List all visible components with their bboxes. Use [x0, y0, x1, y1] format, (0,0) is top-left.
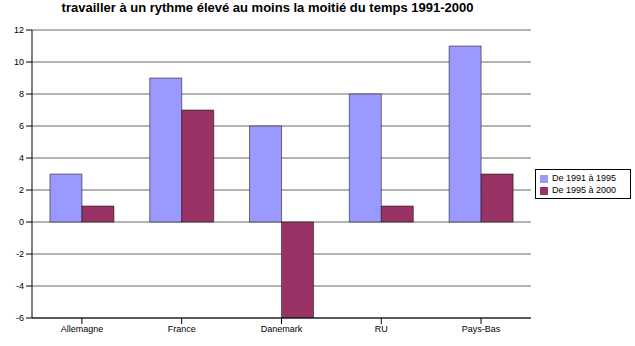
svg-text:4: 4	[19, 153, 24, 163]
svg-text:France: France	[168, 324, 196, 334]
svg-text:2: 2	[19, 185, 24, 195]
svg-text:Allemagne: Allemagne	[61, 324, 104, 334]
svg-text:10: 10	[14, 57, 24, 67]
html-text:De 1995 à 2000: De 1995 à 2000	[551, 185, 616, 195]
svg-text:-2: -2	[16, 249, 24, 259]
svg-text:Danemark: Danemark	[261, 324, 303, 334]
svg-text:RU: RU	[375, 324, 388, 334]
svg-text:8: 8	[19, 89, 24, 99]
svg-text:6: 6	[19, 121, 24, 131]
svg-text:-6: -6	[16, 313, 24, 323]
svg-text:-4: -4	[16, 281, 24, 291]
svg-text:0: 0	[19, 217, 24, 227]
html-text:De 1991 à 1995: De 1991 à 1995	[551, 173, 616, 183]
svg-text:Pays-Bas: Pays-Bas	[462, 324, 501, 334]
svg-text:12: 12	[14, 25, 24, 35]
html-text:travailler à un rythme élevé a: travailler à un rythme élevé au moins la…	[61, 0, 474, 15]
